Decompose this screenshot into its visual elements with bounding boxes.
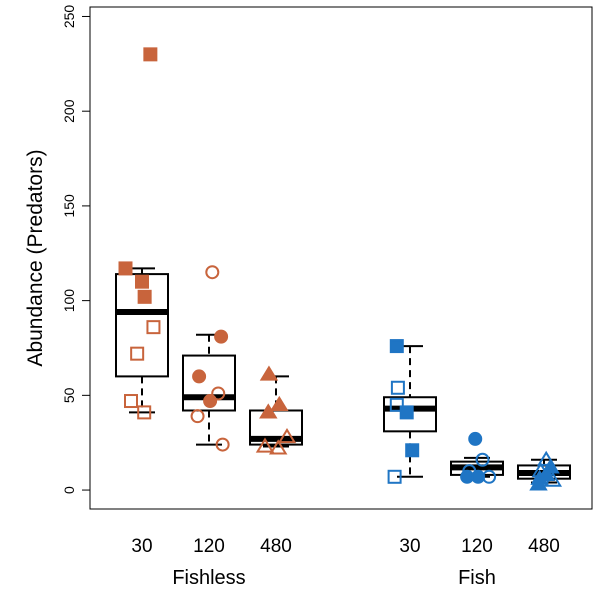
data-point-square — [137, 405, 152, 420]
data-point-square — [118, 261, 133, 276]
points-layer — [118, 47, 563, 491]
data-point-square — [130, 346, 145, 361]
data-point-circle — [214, 329, 229, 344]
iqr-box — [182, 354, 236, 412]
data-point-circle — [192, 369, 207, 384]
data-point-square — [387, 469, 402, 484]
group-label: Fishless — [172, 567, 245, 589]
data-point-triangle — [529, 475, 548, 491]
y-axis-label: Abundance (Predators) — [24, 149, 47, 366]
data-point-square — [399, 405, 414, 420]
iqr-box — [115, 273, 169, 378]
x-tick-label: 120 — [193, 536, 225, 557]
data-point-square — [146, 320, 161, 335]
plot-frame — [89, 6, 593, 510]
y-tick-label: 200 — [61, 99, 77, 123]
data-point-square — [389, 339, 404, 354]
y-tick-label: 50 — [61, 387, 77, 403]
x-tick-label: 120 — [461, 536, 493, 557]
data-point-circle — [475, 452, 490, 467]
data-point-circle — [482, 469, 497, 484]
data-point-circle — [203, 394, 218, 409]
data-point-square — [124, 394, 138, 409]
data-point-circle — [205, 265, 220, 280]
data-point-triangle — [543, 471, 563, 487]
data-point-triangle — [259, 365, 279, 381]
y-tick-label: 250 — [61, 5, 77, 29]
data-point-triangle — [536, 450, 556, 466]
x-axis-labels: 30 120 480 Fishless 30 120 480 Fish — [131, 536, 559, 589]
boxes-layer — [115, 267, 571, 484]
y-tick-label: 100 — [61, 289, 77, 313]
data-point-triangle — [255, 437, 275, 453]
data-point-square — [137, 289, 152, 304]
data-point-circle — [468, 431, 483, 446]
y-tick-label: 150 — [61, 194, 77, 218]
data-point-triangle — [277, 428, 297, 444]
y-axis: 0 50 100 150 200 250 — [61, 5, 91, 494]
data-point-triangle — [259, 403, 278, 419]
data-point-circle — [211, 386, 226, 401]
x-tick-label: 30 — [131, 536, 152, 557]
data-point-triangle — [270, 395, 289, 411]
box-fishless-120 — [182, 333, 236, 446]
group-label: Fish — [458, 567, 496, 589]
x-tick-label: 480 — [528, 536, 560, 557]
x-tick-label: 480 — [260, 536, 292, 557]
box-fishless-30 — [115, 267, 169, 414]
data-point-square — [405, 443, 420, 458]
x-tick-label: 30 — [399, 536, 420, 557]
data-point-square — [143, 47, 158, 62]
iqr-box — [383, 396, 437, 433]
y-tick-label: 0 — [61, 486, 77, 494]
data-point-square — [390, 380, 405, 395]
data-point-circle — [190, 409, 205, 424]
box-fishless-480 — [249, 375, 303, 448]
data-point-square — [389, 397, 404, 412]
data-point-triangle — [268, 439, 288, 455]
data-point-circle — [215, 437, 230, 452]
data-point-square — [135, 274, 149, 289]
